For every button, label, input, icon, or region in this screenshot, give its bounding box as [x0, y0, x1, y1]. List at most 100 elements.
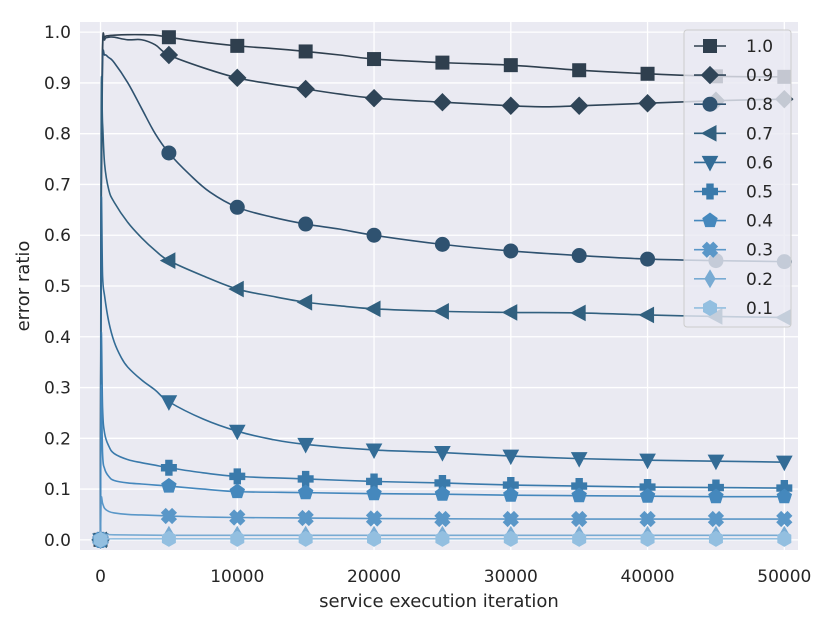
data-point-0.8: [298, 216, 314, 232]
data-point-0.1: [503, 530, 518, 547]
data-point-0.6: [228, 424, 246, 441]
data-point-0.3: [776, 510, 793, 528]
data-point-0.8: [366, 227, 382, 243]
data-point-0.7: [228, 280, 244, 298]
legend-entry-1.0: 1.0: [694, 37, 773, 57]
x-tick-labels: 0 10000 20000 30000 40000 50000: [95, 567, 811, 587]
data-point-0.8: [229, 199, 245, 215]
data-point-0.4: [366, 485, 382, 501]
y-tick-label: 0.1: [44, 480, 71, 500]
y-tick-labels: 0.0 0.1 0.2 0.3 0.4 0.5 0.6 0.7 0.8 0.9 1.0: [44, 23, 71, 551]
data-point-0.7: [364, 300, 381, 318]
data-point-0.1: [572, 530, 587, 547]
series-0.8: [93, 49, 792, 548]
series-line-0.9: [99, 34, 785, 540]
legend-marker: [702, 212, 718, 228]
data-point-0.1: [777, 530, 792, 547]
legend-label: 0.4: [746, 212, 773, 232]
data-point-0.9: [433, 93, 452, 112]
legend-marker: [700, 65, 720, 85]
legend-entry-0.2: 0.2: [694, 269, 773, 290]
legend-entry-0.7: 0.7: [694, 124, 773, 144]
legend-entry-0.1: 0.1: [694, 299, 773, 319]
legend-label: 0.3: [746, 241, 773, 261]
legend-marker: [704, 269, 716, 289]
data-point-0.4: [434, 486, 451, 501]
data-point-0.6: [775, 455, 793, 472]
data-point-0.9: [638, 94, 657, 113]
data-point-0.4: [639, 488, 656, 503]
legend-entry-0.9: 0.9: [694, 65, 773, 86]
data-point-0.1: [367, 530, 382, 547]
data-point-0.6: [639, 453, 656, 470]
legend-label: 0.6: [746, 153, 773, 173]
legend-marker: [702, 96, 718, 112]
data-point-0.4: [571, 487, 587, 503]
data-point-1.0: [161, 30, 176, 45]
data-point-0.3-shape: [639, 510, 656, 528]
data-point-0.7: [433, 303, 449, 320]
data-point-0.6: [365, 443, 383, 460]
y-tick-label: 0.7: [44, 175, 71, 195]
y-tick-label: 0.9: [44, 74, 71, 94]
data-point-0.6: [707, 454, 725, 471]
data-point-0.1: [640, 530, 655, 547]
series-line-1.0: [99, 32, 785, 540]
data-point-0.3: [229, 509, 246, 526]
y-tick-label: 0.0: [44, 531, 71, 551]
data-point-0.4: [229, 483, 245, 499]
data-point-1.0: [572, 63, 587, 78]
data-point-0.3-shape: [160, 507, 178, 525]
legend-label: 0.5: [746, 183, 773, 203]
legend-entry-0.4: 0.4: [694, 212, 773, 232]
data-point-0.7: [159, 252, 176, 269]
data-point-0.8: [161, 145, 177, 161]
data-point-0.3: [502, 510, 519, 528]
legend-entry-0.8: 0.8: [694, 95, 773, 115]
data-point-0.3: [639, 510, 656, 528]
x-tick-label: 10000: [210, 567, 264, 587]
data-point-0.3-shape: [229, 509, 246, 526]
data-point-0.8: [503, 243, 519, 259]
data-point-1.0: [435, 55, 450, 70]
data-point-0.7: [638, 306, 655, 324]
legend-marker: [701, 155, 719, 172]
data-point-0.3: [571, 510, 588, 528]
data-point-0.3: [297, 509, 314, 527]
data-point-0.7: [570, 304, 586, 322]
data-point-1.0: [503, 58, 518, 73]
data-point-0.3-shape: [365, 510, 383, 527]
data-point-0.3: [365, 510, 383, 527]
data-point-0.8: [571, 248, 587, 264]
legend-marker: [703, 299, 717, 316]
data-point-0.3-shape: [776, 510, 793, 528]
data-point-0.9: [228, 68, 247, 88]
data-point-0.1: [230, 530, 245, 547]
legend-entry-0.5: 0.5: [694, 183, 773, 203]
data-point-1.0: [298, 44, 313, 59]
y-tick-label: 1.0: [44, 23, 71, 43]
legend-entry-0.6: 0.6: [694, 153, 773, 173]
data-point-0.3-shape: [297, 509, 314, 527]
data-point-0.1: [708, 530, 723, 547]
data-point-0.3-shape: [707, 510, 725, 528]
data-point-0.3-shape: [502, 510, 519, 528]
data-point-0.4: [776, 488, 793, 504]
data-point-0.7: [296, 293, 313, 311]
series-line-0.7: [99, 75, 785, 540]
data-point-0.5: [229, 468, 246, 485]
data-point-0.6: [160, 395, 178, 411]
legend-entry-0.3: 0.3: [694, 241, 773, 261]
data-point-0.8: [640, 251, 656, 267]
data-point-0.6: [434, 446, 451, 462]
x-tick-label: 20000: [347, 567, 401, 587]
legend: 1.0 0.9 0.8 0.7 0.6 0.5 0.4 0.3 0.2 0.1: [683, 29, 792, 328]
data-point-0.4: [297, 484, 314, 500]
y-tick-label: 0.3: [44, 379, 71, 399]
data-point-0.4: [161, 477, 177, 493]
data-point-0.3: [434, 510, 451, 528]
y-axis-label: error ratio: [13, 241, 34, 332]
legend-label: 0.1: [746, 299, 773, 319]
data-point-0.1: [435, 530, 450, 547]
